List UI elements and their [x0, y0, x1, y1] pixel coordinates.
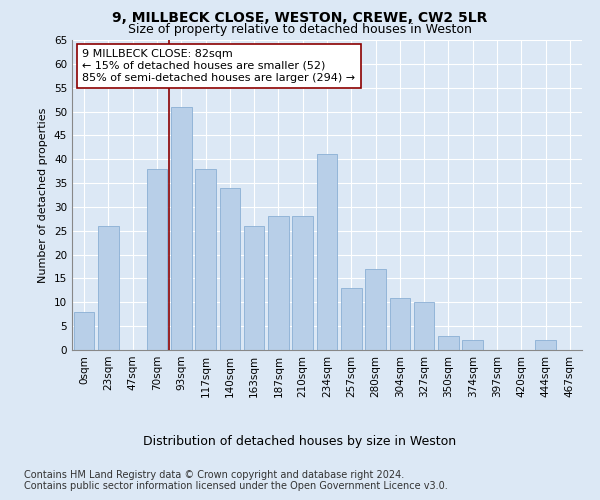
Text: Distribution of detached houses by size in Weston: Distribution of detached houses by size …	[143, 435, 457, 448]
Bar	[317, 154, 337, 350]
Bar	[438, 336, 459, 350]
Y-axis label: Number of detached properties: Number of detached properties	[38, 108, 49, 282]
Bar	[268, 216, 289, 350]
Bar	[341, 288, 362, 350]
Bar	[146, 169, 167, 350]
Bar	[171, 107, 191, 350]
Bar	[365, 269, 386, 350]
Bar	[195, 169, 216, 350]
Text: Size of property relative to detached houses in Weston: Size of property relative to detached ho…	[128, 22, 472, 36]
Bar	[535, 340, 556, 350]
Bar	[414, 302, 434, 350]
Bar	[220, 188, 240, 350]
Text: 9 MILLBECK CLOSE: 82sqm
← 15% of detached houses are smaller (52)
85% of semi-de: 9 MILLBECK CLOSE: 82sqm ← 15% of detache…	[82, 50, 355, 82]
Bar	[292, 216, 313, 350]
Text: 9, MILLBECK CLOSE, WESTON, CREWE, CW2 5LR: 9, MILLBECK CLOSE, WESTON, CREWE, CW2 5L…	[112, 11, 488, 25]
Bar	[244, 226, 265, 350]
Text: Contains public sector information licensed under the Open Government Licence v3: Contains public sector information licen…	[24, 481, 448, 491]
Bar	[389, 298, 410, 350]
Bar	[463, 340, 483, 350]
Bar	[74, 312, 94, 350]
Text: Contains HM Land Registry data © Crown copyright and database right 2024.: Contains HM Land Registry data © Crown c…	[24, 470, 404, 480]
Bar	[98, 226, 119, 350]
